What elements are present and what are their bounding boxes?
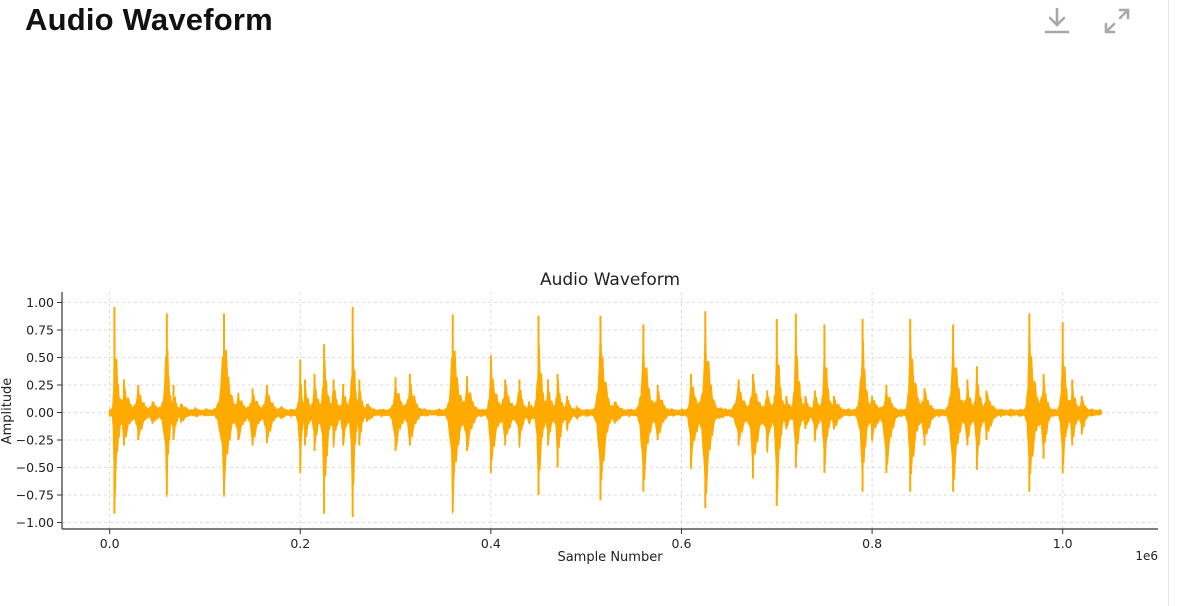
- y-tick-label: −1.00: [16, 515, 54, 530]
- y-tick-label: −0.25: [16, 433, 54, 448]
- y-tick-label: 0.50: [26, 350, 54, 365]
- y-tick-label: 0.25: [26, 378, 54, 393]
- x-tick-label: 0.4: [481, 536, 501, 551]
- chart-title: Audio Waveform: [540, 270, 680, 290]
- chart-ticks: 1.00 0.75 0.50 0.25 0.00 −0.25 −0.50 −0.75 −1.00…: [16, 295, 1073, 551]
- y-axis-label: Amplitude: [0, 378, 15, 445]
- waveform-series: [108, 306, 1102, 517]
- y-tick-label: −0.75: [16, 488, 54, 503]
- scroll-rail: [1168, 0, 1169, 606]
- waveform-chart: 1.00 0.75 0.50 0.25 0.00 −0.25 −0.50 −0.75 −1.00…: [0, 270, 1158, 565]
- x-tick-label: 0.8: [862, 536, 882, 551]
- expand-button[interactable]: [1100, 4, 1134, 38]
- chart-axes: [61, 292, 1158, 530]
- x-axis-label: Sample Number: [557, 550, 663, 565]
- y-tick-label: 0.00: [26, 405, 54, 420]
- y-tick-label: −0.50: [16, 460, 54, 475]
- toolbar: [1040, 4, 1134, 38]
- download-button[interactable]: [1040, 4, 1074, 38]
- x-tick-label: 0.0: [100, 536, 120, 551]
- download-icon: [1044, 7, 1070, 34]
- chart-grid: [62, 292, 1158, 529]
- y-tick-label: 1.00: [26, 295, 54, 310]
- expand-icon: [1104, 8, 1130, 34]
- y-tick-label: 0.75: [26, 323, 54, 338]
- x-scale-label: 1e6: [1135, 549, 1158, 563]
- x-tick-label: 1.0: [1053, 536, 1073, 551]
- page-title: Audio Waveform: [25, 2, 273, 37]
- x-tick-label: 0.2: [290, 536, 310, 551]
- x-tick-label: 0.6: [672, 536, 692, 551]
